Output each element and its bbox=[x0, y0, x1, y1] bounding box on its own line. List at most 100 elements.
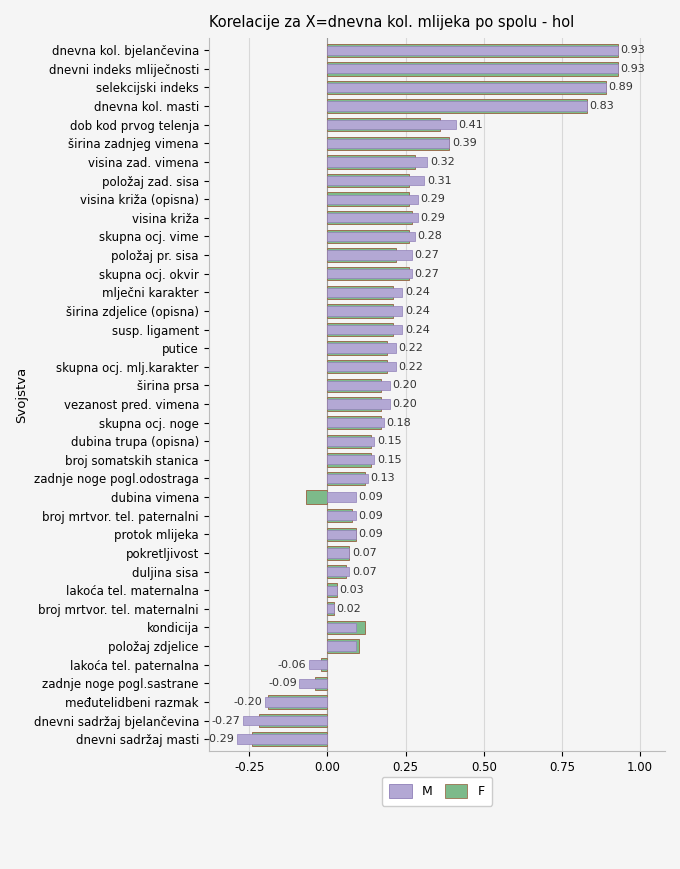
Bar bbox=[328, 120, 456, 129]
Bar bbox=[328, 250, 412, 260]
Bar bbox=[328, 527, 356, 541]
Bar bbox=[328, 139, 449, 148]
Bar bbox=[315, 677, 328, 690]
Bar bbox=[328, 360, 387, 374]
Text: 0.03: 0.03 bbox=[339, 585, 364, 595]
Bar bbox=[328, 509, 352, 522]
Bar bbox=[328, 567, 350, 576]
Bar bbox=[328, 322, 393, 336]
Text: 0.13: 0.13 bbox=[371, 474, 395, 483]
Bar bbox=[328, 472, 365, 485]
Bar bbox=[328, 511, 356, 521]
Bar bbox=[328, 640, 358, 653]
Bar bbox=[328, 453, 371, 467]
Bar bbox=[328, 288, 403, 297]
Text: 0.18: 0.18 bbox=[386, 418, 411, 428]
Bar bbox=[328, 548, 350, 558]
Text: 0.39: 0.39 bbox=[452, 138, 477, 149]
Text: 0.24: 0.24 bbox=[405, 306, 430, 316]
Bar bbox=[328, 325, 403, 335]
Bar bbox=[328, 397, 381, 411]
Bar bbox=[328, 583, 337, 597]
Text: 0.09: 0.09 bbox=[358, 492, 383, 502]
Bar bbox=[328, 493, 356, 501]
Bar bbox=[237, 734, 328, 744]
Bar bbox=[328, 102, 587, 110]
Text: 0.29: 0.29 bbox=[420, 194, 445, 204]
Bar bbox=[328, 157, 428, 167]
Bar bbox=[328, 118, 440, 131]
Text: 0.89: 0.89 bbox=[608, 83, 633, 92]
Bar bbox=[328, 362, 396, 371]
Bar bbox=[328, 436, 374, 446]
Bar bbox=[328, 192, 409, 206]
Bar bbox=[328, 176, 424, 185]
Text: Korelacije za X=dnevna kol. mlijeka po spolu - hol: Korelacije za X=dnevna kol. mlijeka po s… bbox=[209, 15, 574, 30]
Text: 0.93: 0.93 bbox=[621, 63, 645, 74]
Bar bbox=[309, 660, 328, 669]
Bar bbox=[299, 679, 328, 688]
Bar bbox=[328, 286, 393, 299]
Bar bbox=[328, 229, 409, 243]
Bar bbox=[305, 490, 328, 504]
Bar bbox=[328, 623, 356, 632]
Legend: M, F: M, F bbox=[381, 777, 492, 806]
Bar bbox=[328, 136, 449, 150]
Bar bbox=[328, 45, 618, 55]
Bar bbox=[328, 530, 356, 539]
Bar bbox=[328, 455, 374, 465]
Text: 0.24: 0.24 bbox=[405, 324, 430, 335]
Text: 0.15: 0.15 bbox=[377, 454, 401, 465]
Bar bbox=[265, 697, 328, 706]
Bar bbox=[268, 695, 328, 708]
Bar bbox=[328, 416, 381, 429]
Text: 0.93: 0.93 bbox=[621, 45, 645, 56]
Bar bbox=[328, 418, 384, 428]
Text: 0.22: 0.22 bbox=[398, 362, 424, 372]
Text: 0.29: 0.29 bbox=[420, 213, 445, 222]
Bar bbox=[252, 733, 328, 746]
Text: -0.09: -0.09 bbox=[268, 679, 296, 688]
Bar bbox=[328, 306, 403, 315]
Text: 0.83: 0.83 bbox=[590, 101, 614, 111]
Bar bbox=[328, 43, 618, 56]
Text: 0.27: 0.27 bbox=[414, 269, 439, 279]
Bar bbox=[328, 232, 415, 241]
Bar bbox=[328, 81, 606, 94]
Bar bbox=[328, 267, 409, 281]
Bar bbox=[328, 195, 418, 204]
Y-axis label: Svojstva: Svojstva bbox=[15, 367, 28, 423]
Text: 0.41: 0.41 bbox=[458, 120, 483, 129]
Bar bbox=[328, 381, 390, 390]
Text: 0.15: 0.15 bbox=[377, 436, 401, 446]
Bar bbox=[328, 83, 606, 92]
Bar bbox=[258, 713, 328, 727]
Bar bbox=[328, 62, 618, 76]
Bar bbox=[321, 658, 328, 672]
Text: 0.31: 0.31 bbox=[427, 176, 452, 186]
Text: 0.22: 0.22 bbox=[398, 343, 424, 353]
Bar bbox=[328, 586, 337, 595]
Bar bbox=[328, 641, 356, 651]
Text: 0.32: 0.32 bbox=[430, 157, 455, 167]
Bar bbox=[328, 269, 412, 278]
Text: -0.27: -0.27 bbox=[211, 715, 241, 726]
Bar bbox=[328, 474, 368, 483]
Bar bbox=[328, 604, 334, 614]
Bar bbox=[328, 304, 393, 317]
Bar bbox=[328, 620, 365, 634]
Text: 0.27: 0.27 bbox=[414, 250, 439, 260]
Text: 0.28: 0.28 bbox=[418, 231, 442, 242]
Bar bbox=[328, 547, 350, 560]
Bar bbox=[328, 211, 412, 224]
Bar bbox=[328, 249, 396, 262]
Text: 0.24: 0.24 bbox=[405, 288, 430, 297]
Text: 0.02: 0.02 bbox=[336, 604, 361, 614]
Text: 0.07: 0.07 bbox=[352, 548, 377, 558]
Text: 0.20: 0.20 bbox=[392, 399, 418, 409]
Bar bbox=[328, 213, 418, 222]
Bar bbox=[328, 565, 346, 578]
Text: -0.06: -0.06 bbox=[277, 660, 306, 670]
Bar bbox=[328, 602, 334, 615]
Bar bbox=[328, 434, 371, 448]
